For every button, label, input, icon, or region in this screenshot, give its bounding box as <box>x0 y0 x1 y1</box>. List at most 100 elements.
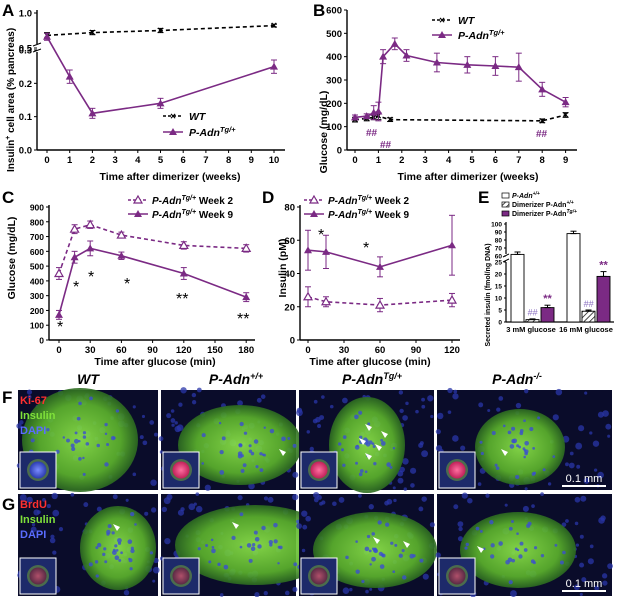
micro-r0-c0-islet-nucleus-16 <box>104 422 108 427</box>
micro-r0-c3-nucleus-24 <box>602 410 609 417</box>
micro-r1-c0-islet-nucleus-15 <box>128 558 133 563</box>
panel-a-xlabel: Time after dimerizer (weeks) <box>99 171 240 183</box>
micro-r0-c0-nucleus-27 <box>19 420 24 425</box>
panel-d-axes: 0 30 60 90 120 0 20 40 60 80 <box>284 203 460 356</box>
c-xtick-label-1: 30 <box>85 345 96 356</box>
micro-r0-c0-nucleus-38 <box>26 389 33 395</box>
micro-r1-c3-nucleus-8 <box>565 519 569 523</box>
micro-r0-c0-nucleus-15 <box>139 435 144 440</box>
micro-r1-c3-islet-nucleus-20 <box>464 546 468 550</box>
micro-r1-c1-islet-nucleus-15 <box>211 545 215 549</box>
panel-a-ylabel: Insulin+ cell area (% pancreas) <box>5 28 17 172</box>
b-tg-point-12 <box>561 98 570 106</box>
micro-r1-c1-nucleus-52 <box>177 509 185 516</box>
micro-r1-c3-islet-nucleus-24 <box>519 541 524 546</box>
panel-e-ylabel: Secreted insulin (fmol/ng DNA) <box>485 243 492 346</box>
micro-r0-c1-nucleus-27 <box>180 387 187 394</box>
micro-r1-c0-nucleus-36 <box>150 507 157 513</box>
a-tg-point-1 <box>65 72 74 80</box>
micro-r1-c3-islet-nucleus-21 <box>527 521 532 526</box>
micro-r1-c1-islet-nucleus-3 <box>223 564 229 570</box>
micro-r0-c1-nucleus-35 <box>166 413 172 419</box>
a-ytick-label-l-2: 0.2 <box>19 79 32 90</box>
panel-letter-g: G <box>2 495 15 514</box>
category-3mm: 3 mM glucose <box>506 325 556 334</box>
micro-r1-c1-nucleus-27 <box>292 493 299 501</box>
micro-r1-c1-nucleus-36 <box>263 591 268 596</box>
micro-r1-c0-islet-nucleus-12 <box>114 555 120 560</box>
micro-r0-c2-islet-nucleus-0 <box>358 410 363 415</box>
c-ytick-label-3: 300 <box>30 291 44 301</box>
micro-r1-c3-islet-nucleus-7 <box>516 532 519 536</box>
micro-r1-c1-islet-nucleus-5 <box>268 539 273 545</box>
micro-r0-c3-islet-nucleus-22 <box>512 438 518 444</box>
a-tg-point-2 <box>88 109 97 117</box>
micro-r1-c2-islet-nucleus-5 <box>398 553 403 558</box>
micro-r0-c1-nucleus-25 <box>170 418 176 423</box>
panel-e-legend: P-Adn+/+ Dimerizer P-Adn+/+ Dimerizer P-… <box>501 191 577 218</box>
b-xtick-label-4: 4 <box>446 155 452 166</box>
micro-r0-c3-nucleus-52 <box>452 435 459 442</box>
micro-r1-c2-nucleus-35 <box>301 548 306 553</box>
panel-g: G <box>2 495 15 514</box>
micro-r0-c3-nucleus-47 <box>452 393 459 400</box>
micro-r1-c3-islet-nucleus-17 <box>554 543 558 547</box>
micro-r1-c0-islet-nucleus-6 <box>149 551 154 555</box>
b-ytick-label-3: 300 <box>326 76 342 87</box>
micro-r1-c0-islet-nucleus-19 <box>130 511 135 517</box>
micro-r1-c0-nucleus-41 <box>112 494 118 500</box>
micro-r0-c0-islet-nucleus-26 <box>106 443 110 447</box>
c-wk9-point-5 <box>242 293 251 301</box>
annotation-hash-3: ## <box>536 129 548 140</box>
micro-r0-c3-islet-nucleus-5 <box>494 463 498 467</box>
micro-r0-c3-nucleus-43 <box>498 396 504 401</box>
micro-r1-c2-nucleus-21 <box>418 506 424 512</box>
micro-r1-c3-nucleus-13 <box>522 505 529 512</box>
micro-r1-c3-nucleus-41 <box>461 492 468 499</box>
micro-r0-c0-islet-nucleus-15 <box>82 472 86 476</box>
arrowhead-4 <box>375 444 382 451</box>
micro-r1-c2-nucleus-30 <box>301 510 308 517</box>
micro-r1-c0-nucleus-22 <box>31 522 36 527</box>
a-ytick-label-u-1: 1.0 <box>19 9 32 20</box>
micro-r1-c3-nucleus-19 <box>457 521 464 527</box>
b-wt-point-6: × <box>562 110 568 122</box>
micro-r0-c1-islet-nucleus-2 <box>269 428 275 434</box>
micro-r0-c2-nucleus-41 <box>415 409 419 414</box>
micro-r1-c2-nucleus-46 <box>317 494 322 500</box>
d-wk9-point-0 <box>304 246 312 254</box>
micro-r1-c2-islet-nucleus-1 <box>385 522 390 527</box>
a-xtick-label-1: 1 <box>67 155 73 166</box>
micro-r1-c3-nucleus-48 <box>594 585 600 591</box>
micro-r1-c1-islet-nucleus-2 <box>293 562 298 567</box>
micro-r0-c3-islet-nucleus-24 <box>511 426 516 431</box>
micro-r0-c3-nucleus-41 <box>460 445 466 451</box>
micro-r1-c0-islet-nucleus-8 <box>130 546 134 550</box>
micro-r0-c3-islet-nucleus-28 <box>524 449 529 454</box>
c-ytick-label-9: 900 <box>30 203 44 213</box>
a-xtick-label-9: 9 <box>249 155 254 166</box>
micro-r0-c2-nucleus-43 <box>306 430 310 434</box>
micro-r1-c3-islet-nucleus-26 <box>508 580 513 585</box>
panel-e: E Secreted insulin (fmol/ng DNA) P-Adn+/… <box>478 188 614 347</box>
micro-r1-c1-islet-nucleus-29 <box>254 536 260 542</box>
legend-e-dimerizer-tg: Dimerizer P-AdnTg/+ <box>512 209 577 218</box>
micro-r1-c0-islet-nucleus-5 <box>134 523 137 526</box>
micro-r1-c3-nucleus-47 <box>504 503 508 507</box>
c-ytick-label-8: 800 <box>30 217 44 227</box>
c-wk9-point-4 <box>179 269 188 277</box>
micro-r0-c1-islet-nucleus-0 <box>281 436 286 442</box>
micro-r0-c3-nucleus-30 <box>592 440 600 447</box>
micro-r0-c0-nucleus-50 <box>27 394 32 399</box>
micro-r0-c2-islet-nucleus-18 <box>342 435 347 440</box>
b-xtick-label-9: 9 <box>563 155 568 166</box>
micro-r1-c0-islet-nucleus-28 <box>106 532 110 536</box>
micro-r1-c2-islet-nucleus-29 <box>373 548 379 554</box>
b-wt-point-5: × <box>539 115 545 127</box>
micro-r1-c1-islet-nucleus-0 <box>253 530 258 535</box>
micro-r1-c3-nucleus-38 <box>457 536 464 542</box>
micro-r0-c0-islet-nucleus-9 <box>96 443 101 448</box>
b-tg-point-3 <box>374 107 383 115</box>
micro-r0-c1-islet-nucleus-25 <box>255 465 259 469</box>
micro-r0-c3-islet-nucleus-6 <box>524 440 529 446</box>
